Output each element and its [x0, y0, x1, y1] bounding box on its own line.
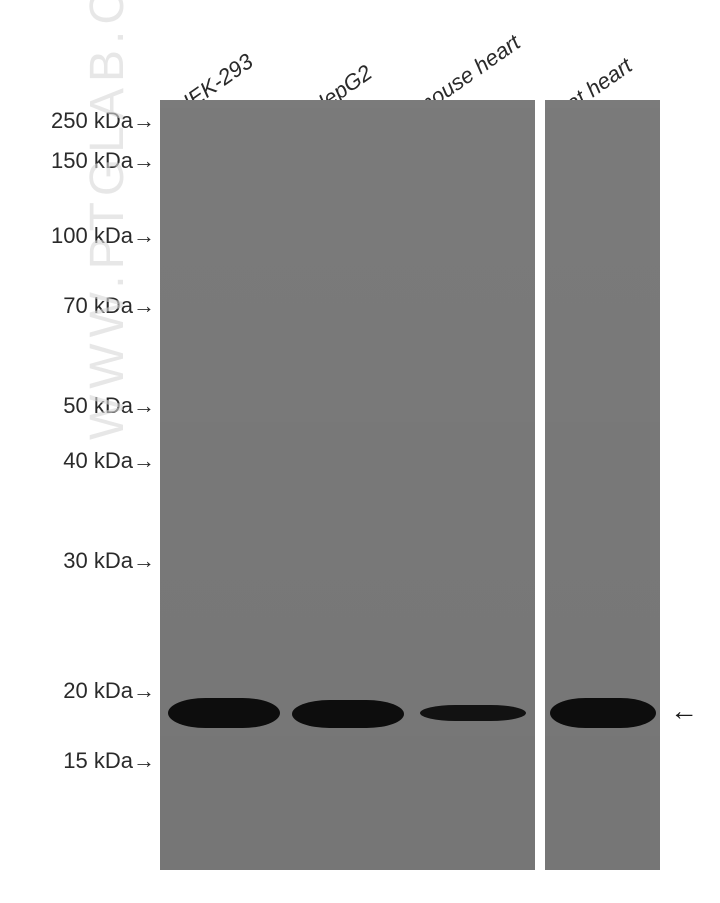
band-lane-1	[168, 698, 280, 728]
blot-film-left	[160, 100, 535, 870]
marker-label: 30 kDa→	[5, 548, 155, 574]
band-lane-3	[420, 705, 526, 721]
marker-arrow-icon: →	[133, 148, 155, 173]
band-lane-4	[550, 698, 656, 728]
result-arrow-icon: ←	[670, 695, 698, 727]
marker-label: 40 kDa→	[5, 448, 155, 474]
marker-label: 15 kDa→	[5, 748, 155, 774]
marker-arrow-icon: →	[133, 223, 155, 248]
marker-arrow-icon: →	[133, 448, 155, 473]
marker-arrow-icon: →	[133, 548, 155, 573]
band-lane-2	[292, 700, 404, 728]
figure-container: WWW.PTGLAB.COM HEK-293 HepG2 mouse heart…	[0, 0, 720, 903]
watermark-text: WWW.PTGLAB.COM	[80, 0, 135, 440]
marker-arrow-icon: →	[133, 293, 155, 318]
marker-label: 20 kDa→	[5, 678, 155, 704]
marker-arrow-icon: →	[133, 748, 155, 773]
marker-arrow-icon: →	[133, 678, 155, 703]
marker-arrow-icon: →	[133, 108, 155, 133]
marker-arrow-icon: →	[133, 393, 155, 418]
blot-film-right	[545, 100, 660, 870]
